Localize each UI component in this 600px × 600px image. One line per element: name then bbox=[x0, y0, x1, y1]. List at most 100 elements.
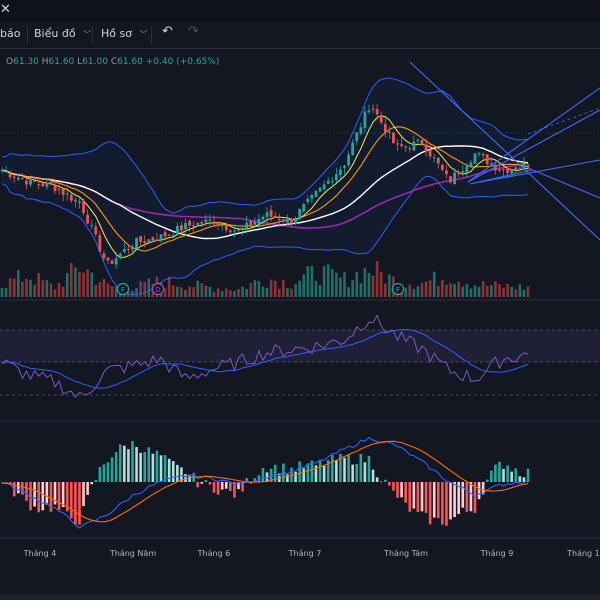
candle-body bbox=[61, 188, 65, 195]
volume-bar bbox=[70, 262, 73, 297]
event-marker-label: D bbox=[155, 286, 160, 294]
candle-body bbox=[363, 111, 367, 128]
rsi-ma-line bbox=[1, 328, 529, 389]
low-value: 61.00 bbox=[82, 57, 108, 67]
candle-body bbox=[241, 227, 244, 230]
time-axis-label: Tháng 7 bbox=[288, 549, 322, 558]
macd-histogram-bar bbox=[347, 454, 350, 482]
macd-histogram-bar bbox=[449, 482, 452, 520]
volume-bar bbox=[208, 286, 212, 297]
chart-menu-button[interactable]: Biểu đồ ﹀ bbox=[34, 27, 91, 40]
volume-bar bbox=[249, 283, 253, 297]
redo-icon[interactable]: ↷ bbox=[188, 24, 199, 39]
volume-bar bbox=[4, 288, 8, 297]
volume-bar bbox=[514, 289, 518, 297]
macd-histogram-bar bbox=[143, 452, 147, 482]
macd-histogram-bar bbox=[4, 482, 8, 483]
volume-bar bbox=[449, 283, 452, 297]
macd-histogram-bar bbox=[273, 464, 277, 482]
macd-histogram-bar bbox=[98, 466, 102, 482]
close-icon[interactable]: ✕ bbox=[0, 2, 11, 17]
volume-bar bbox=[420, 282, 424, 297]
candle-body bbox=[453, 172, 457, 184]
volume-bar bbox=[404, 287, 407, 297]
volume-bar bbox=[294, 284, 297, 297]
candle-body bbox=[518, 168, 522, 170]
bollinger-fill bbox=[2, 77, 528, 295]
macd-histogram-bar bbox=[359, 453, 363, 482]
profile-menu-button[interactable]: Hồ sơ ﹀ bbox=[101, 27, 147, 40]
volume-bar bbox=[114, 286, 118, 297]
candle-body bbox=[412, 141, 416, 151]
candle-body bbox=[25, 180, 28, 185]
macd-histogram-bar bbox=[436, 482, 440, 519]
candle-body bbox=[306, 198, 310, 203]
candle-body bbox=[159, 234, 163, 242]
volume-bar bbox=[135, 288, 138, 297]
time-axis-label: Tháng 10 bbox=[566, 549, 600, 558]
candle-body bbox=[322, 184, 326, 190]
candle-body bbox=[281, 219, 285, 222]
macd-histogram-bar bbox=[106, 462, 110, 482]
macd-histogram-bar bbox=[163, 455, 167, 482]
macd-histogram-bar bbox=[477, 482, 481, 500]
macd-histogram-bar bbox=[363, 462, 367, 482]
macd-histogram-bar bbox=[314, 465, 318, 482]
volume-bar bbox=[184, 290, 187, 297]
candle-body bbox=[404, 146, 408, 148]
volume-bar bbox=[441, 280, 444, 297]
undo-icon[interactable]: ↶ bbox=[162, 24, 173, 39]
macd-histogram-bar bbox=[339, 453, 342, 482]
macd-histogram-bar bbox=[367, 455, 371, 482]
close-value: 61.60 bbox=[117, 57, 143, 67]
candle-body bbox=[420, 139, 424, 145]
macd-histogram-bar bbox=[171, 461, 175, 482]
volume-bar bbox=[310, 265, 314, 297]
macd-histogram-bar bbox=[8, 482, 12, 485]
macd-histogram-bar bbox=[457, 482, 460, 515]
trend-line-extension bbox=[527, 107, 600, 135]
macd-histogram-bar bbox=[379, 481, 383, 483]
volume-bar bbox=[29, 279, 32, 297]
volume-bar bbox=[326, 264, 330, 297]
macd-histogram-bar bbox=[204, 480, 208, 482]
volume-bar bbox=[485, 285, 489, 297]
candle-body bbox=[204, 219, 208, 223]
candle-body bbox=[477, 152, 481, 155]
volume-bar bbox=[465, 284, 469, 297]
macd-histogram-bar bbox=[57, 482, 61, 510]
trend-line bbox=[527, 167, 600, 199]
event-marker: F bbox=[391, 282, 405, 296]
macd-histogram-bar bbox=[233, 482, 236, 498]
volume-bar bbox=[45, 280, 49, 297]
macd-histogram-bar bbox=[94, 480, 98, 482]
candle-body bbox=[355, 132, 359, 142]
macd-histogram-bar bbox=[282, 463, 285, 482]
macd-histogram-bar bbox=[290, 467, 293, 482]
volume-bar bbox=[253, 280, 257, 297]
volume-bar bbox=[522, 289, 526, 297]
volume-bar bbox=[139, 281, 142, 297]
volume-bar bbox=[147, 278, 151, 297]
alerts-button[interactable]: báo bbox=[0, 27, 21, 40]
volume-bar bbox=[371, 275, 375, 297]
candle-body bbox=[102, 253, 106, 259]
macd-histogram-bar bbox=[159, 455, 163, 482]
candle-body bbox=[277, 219, 281, 221]
volume-bar bbox=[17, 270, 20, 297]
macd-histogram-bar bbox=[424, 482, 428, 513]
macd-histogram-bar bbox=[506, 465, 509, 482]
event-marker: D bbox=[151, 282, 165, 296]
candle-body bbox=[192, 225, 196, 227]
volume-bar bbox=[322, 266, 326, 297]
macd-histogram-bar bbox=[514, 468, 518, 482]
candle-body bbox=[106, 257, 110, 261]
chart-toolbar: báo Biểu đồ ﹀ Hồ sơ ﹀ ↶ ↷ bbox=[0, 22, 600, 49]
macd-histogram-bar bbox=[37, 482, 40, 513]
candle-body bbox=[286, 217, 289, 223]
volume-bar bbox=[33, 284, 36, 297]
macd-histogram-bar bbox=[261, 468, 265, 482]
candle-body bbox=[167, 234, 171, 236]
volume-bar bbox=[261, 286, 265, 297]
